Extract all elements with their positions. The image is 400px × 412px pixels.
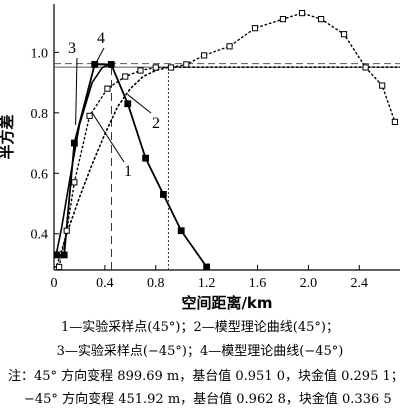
- note-line-2: −45° 方向变程 451.92 m，基台值 0.962 8，块金值 0.336…: [24, 392, 392, 407]
- series-2-line: [54, 66, 400, 268]
- plot-area: [54, 9, 400, 270]
- series-1-point: [104, 85, 111, 92]
- series-1-point: [391, 118, 399, 125]
- series-1-point: [362, 64, 369, 71]
- series-1-point: [298, 9, 306, 17]
- series-3-point: [107, 61, 115, 68]
- series-1-point: [137, 67, 144, 74]
- series-1-point: [201, 52, 208, 59]
- series-3-point: [142, 154, 149, 162]
- curve-label-2: 2: [152, 115, 160, 132]
- series-3-point: [60, 251, 68, 259]
- series-1-point: [122, 73, 129, 80]
- semivariogram-chart: 半方差 空间距离/km 0 0.4 0.8 1.2 1.6 2.0 2.4 0.4 0.6 0.8…: [0, 4, 400, 312]
- x-tick-label: 0: [51, 276, 58, 291]
- x-tick-label: 0.4: [96, 276, 114, 291]
- series-3-point: [54, 251, 60, 259]
- x-tick-label: 2.0: [300, 276, 318, 291]
- curve-label-leader: [92, 47, 105, 68]
- y-tick-label: 0.4: [31, 228, 49, 243]
- series-1-point: [379, 82, 386, 89]
- series-1-point: [167, 64, 175, 71]
- series-1-point: [71, 179, 78, 186]
- series-3-line: [56, 63, 208, 268]
- x-tick-label: 2.4: [351, 276, 369, 291]
- x-tick-label: 1.2: [198, 276, 216, 291]
- series-1-point: [340, 31, 348, 38]
- legend-caption-line-2: 3—实验采样点(−45°)；4—模型理论曲线(−45°): [56, 344, 344, 359]
- y-tick-label: 1.0: [31, 46, 49, 61]
- series-1-point: [183, 61, 190, 68]
- series-3-point: [159, 191, 167, 198]
- series-1-point: [63, 227, 70, 234]
- x-axis-label: 空间距离/km: [181, 294, 272, 312]
- series-3-point: [70, 139, 78, 147]
- curve-label-1: 1: [124, 163, 132, 180]
- curve-label-leader: [75, 57, 78, 125]
- series-4-line: [54, 62, 112, 254]
- legend-caption-line-1: 1—实验采样点(45°)；2—模型理论曲线(45°)；: [61, 320, 339, 335]
- series-1-point: [55, 263, 63, 270]
- series-1-point: [86, 112, 93, 119]
- series-1-point: [152, 64, 159, 71]
- curve-label-leader: [127, 94, 152, 114]
- curve-label-3: 3: [68, 40, 76, 57]
- x-tick-label: 1.6: [249, 276, 267, 291]
- series-1-point: [318, 16, 325, 23]
- series-1-point: [251, 25, 259, 32]
- series-1-line: [58, 12, 396, 268]
- x-tick-label: 0.8: [147, 276, 165, 291]
- series-3-point: [124, 100, 132, 108]
- y-axis-label: 半方差: [0, 114, 16, 159]
- series-3-point: [177, 227, 185, 235]
- series-1-point: [279, 16, 287, 23]
- curve-label-4: 4: [97, 30, 105, 47]
- y-tick-label: 0.6: [31, 167, 49, 182]
- curve-label-leader: [91, 112, 125, 163]
- series-3-point: [203, 263, 211, 270]
- series-1-point: [226, 43, 233, 50]
- y-tick-label: 0.8: [31, 107, 49, 122]
- note-line-1: 注：45° 方向变程 899.69 m，基台值 0.951 0，块金值 0.29…: [8, 369, 400, 384]
